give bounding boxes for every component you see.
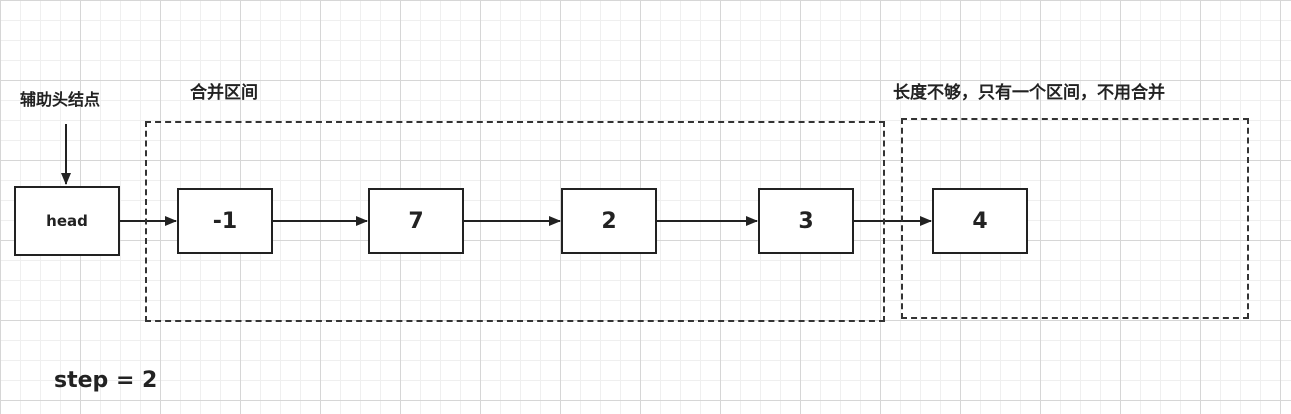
list-node-4: 3 <box>758 188 854 254</box>
head-node: head <box>14 186 120 256</box>
list-node-2: 7 <box>368 188 464 254</box>
short-interval-region <box>901 118 1249 319</box>
aux-head-label: 辅助头结点 <box>20 90 101 109</box>
list-node-5: 4 <box>932 188 1028 254</box>
merge-interval-region <box>145 121 885 322</box>
step-label: step = 2 <box>54 368 158 393</box>
list-node-3: 2 <box>561 188 657 254</box>
short-interval-label: 长度不够，只有一个区间，不用合并 <box>893 83 1165 103</box>
list-node-1: -1 <box>177 188 273 254</box>
merge-interval-label: 合并区间 <box>190 83 258 103</box>
